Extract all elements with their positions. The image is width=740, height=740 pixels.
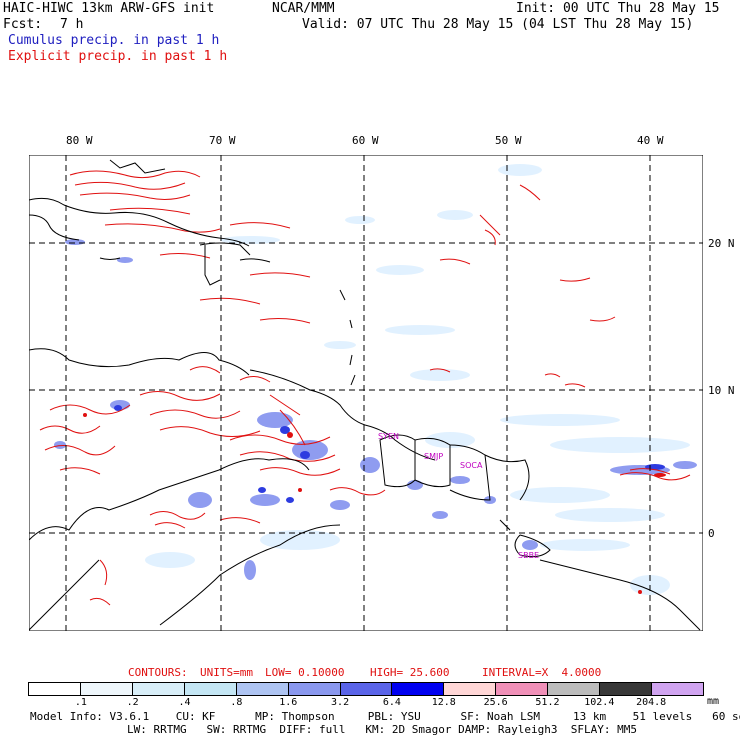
explicit-precip-contours <box>39 170 691 606</box>
legend-tick-label: 12.8 <box>431 697 456 708</box>
city-label-smjp: SMJP <box>424 452 444 461</box>
lon-label-60w: 60 W <box>352 134 379 147</box>
contours-low: LOW= 0.10000 <box>265 666 345 679</box>
legend-swatch <box>652 683 703 695</box>
color-legend-bar <box>28 682 704 696</box>
lon-label-40w: 40 W <box>637 134 664 147</box>
legend-unit: mm <box>707 696 720 707</box>
valid-time: Valid: 07 UTC Thu 28 May 15 (04 LST Thu … <box>302 17 694 32</box>
legend-tick-label: 102.4 <box>584 697 615 708</box>
legend-tick-label: .1 <box>74 697 87 708</box>
legend-tick-label: 1.6 <box>279 697 298 708</box>
init-time: Init: 00 UTC Thu 28 May 15 <box>516 1 720 16</box>
lon-label-50w: 50 W <box>495 134 522 147</box>
lat-lon-grid <box>29 155 703 631</box>
physics-info-line: LW: RRTMG SW: RRTMG DIFF: full KM: 2D Sm… <box>127 723 637 736</box>
contours-label: CONTOURS: <box>128 666 188 679</box>
model-title: HAIC-HIWC 13km ARW-GFS init <box>3 1 215 16</box>
lat-label-10n: 10 N <box>708 384 735 397</box>
city-label-sbbe: SBBE <box>518 551 540 560</box>
legend-swatch <box>184 683 237 695</box>
model-info-line: Model Info: V3.6.1 CU: KF MP: Thompson P… <box>30 710 740 723</box>
contours-interval: INTERVAL=X 4.0000 <box>482 666 602 679</box>
city-label-soca: SOCA <box>460 461 483 470</box>
lat-label-0: 0 <box>708 527 715 540</box>
legend-tick-label: 204.8 <box>636 697 667 708</box>
legend-tick-label: .4 <box>178 697 191 708</box>
lat-label-20n: 20 N <box>708 237 735 250</box>
legend-swatch <box>340 683 393 695</box>
lon-label-70w: 70 W <box>209 134 236 147</box>
legend-swatch <box>600 683 653 695</box>
lon-label-80w: 80 W <box>66 134 93 147</box>
legend-swatch <box>548 683 601 695</box>
legend-tick-label: 6.4 <box>382 697 401 708</box>
legend-tick-label: 3.2 <box>331 697 350 708</box>
city-label-syen: SYEN <box>378 432 400 441</box>
legend-swatch <box>288 683 341 695</box>
legend-tick-label: 25.6 <box>483 697 508 708</box>
legend-tick-label: 51.2 <box>535 697 560 708</box>
explicit-precip-cores <box>83 413 666 594</box>
precip-map <box>29 155 703 631</box>
legend-swatch <box>132 683 185 695</box>
forecast-label: Fcst: <box>3 17 43 32</box>
legend-swatch <box>496 683 549 695</box>
contours-high: HIGH= 25.600 <box>370 666 450 679</box>
org-label: NCAR/MMM <box>272 1 335 16</box>
legend-swatch <box>236 683 289 695</box>
legend-swatch <box>392 683 445 695</box>
legend-swatch <box>29 683 81 695</box>
legend-tick-label: .2 <box>126 697 139 708</box>
contours-units: UNITS=mm <box>200 666 253 679</box>
legend-swatch <box>80 683 133 695</box>
cumulus-legend-label: Cumulus precip. in past 1 h <box>8 33 220 48</box>
explicit-legend-label: Explicit precip. in past 1 h <box>8 49 228 64</box>
legend-swatch <box>444 683 497 695</box>
legend-tick-label: .8 <box>230 697 243 708</box>
forecast-hours: 7 h <box>60 17 84 32</box>
